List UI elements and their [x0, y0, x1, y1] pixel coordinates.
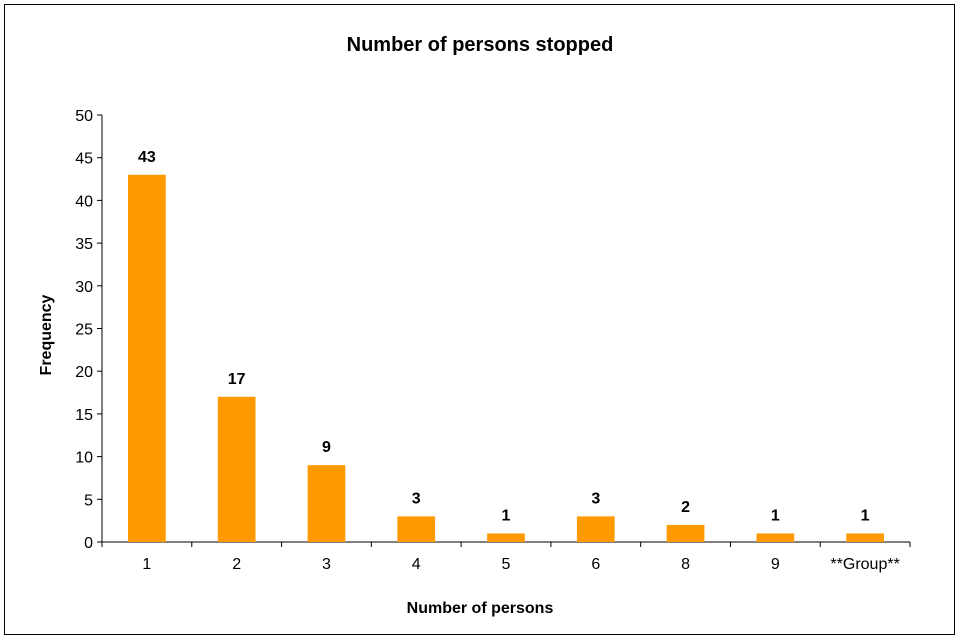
bar-3: [307, 465, 346, 542]
bar-4: [397, 516, 436, 542]
x-tick-label: 4: [412, 556, 421, 573]
data-label: 2: [681, 499, 690, 516]
bar-chart: Number of persons stopped Frequency Numb…: [38, 34, 911, 617]
x-axis-ticks: 1 2 3 4 5 6 8 9 **Group**: [101, 542, 911, 573]
bar-8: [756, 533, 795, 542]
bar-2: [217, 396, 256, 542]
bar-5: [487, 533, 525, 542]
x-tick-label: 2: [232, 556, 241, 573]
data-label: 1: [861, 507, 870, 524]
y-tick-label: 45: [75, 151, 93, 168]
y-tick-label: 50: [75, 108, 93, 125]
x-tick-label: **Group**: [830, 556, 899, 573]
bar-7: [666, 524, 705, 542]
y-axis-ticks: 0 5 10 15 20 25 30 35 40 45 50: [75, 108, 102, 552]
y-tick-label: 20: [75, 364, 93, 381]
data-labels-group: 43 17 9 3 1 3 2 1 1: [138, 149, 870, 525]
data-label: 3: [412, 490, 421, 507]
bar-9: [846, 533, 884, 542]
bar-1: [128, 174, 166, 542]
chart-area: Number of persons stopped Frequency Numb…: [4, 4, 955, 635]
data-label: 3: [591, 490, 600, 507]
y-axis-title: Frequency: [38, 294, 55, 375]
bars-group: [128, 174, 884, 542]
data-label: 9: [322, 439, 331, 456]
data-label: 17: [228, 371, 246, 388]
y-tick-label: 0: [84, 535, 93, 552]
x-tick-label: 8: [681, 556, 690, 573]
x-axis-title: Number of persons: [407, 600, 554, 617]
data-label: 43: [138, 149, 156, 166]
y-tick-label: 40: [75, 193, 93, 210]
y-tick-label: 25: [75, 322, 93, 339]
x-tick-label: 6: [591, 556, 600, 573]
y-tick-label: 10: [75, 450, 93, 467]
x-tick-label: 9: [771, 556, 780, 573]
data-label: 1: [771, 507, 780, 524]
x-tick-label: 3: [322, 556, 331, 573]
y-tick-label: 5: [84, 492, 93, 509]
chart-title: Number of persons stopped: [347, 34, 614, 56]
data-label: 1: [502, 507, 511, 524]
y-tick-label: 35: [75, 236, 93, 253]
x-tick-label: 1: [142, 556, 151, 573]
bar-6: [576, 516, 615, 542]
x-tick-label: 5: [502, 556, 511, 573]
y-tick-label: 30: [75, 279, 93, 296]
y-tick-label: 15: [75, 407, 93, 424]
